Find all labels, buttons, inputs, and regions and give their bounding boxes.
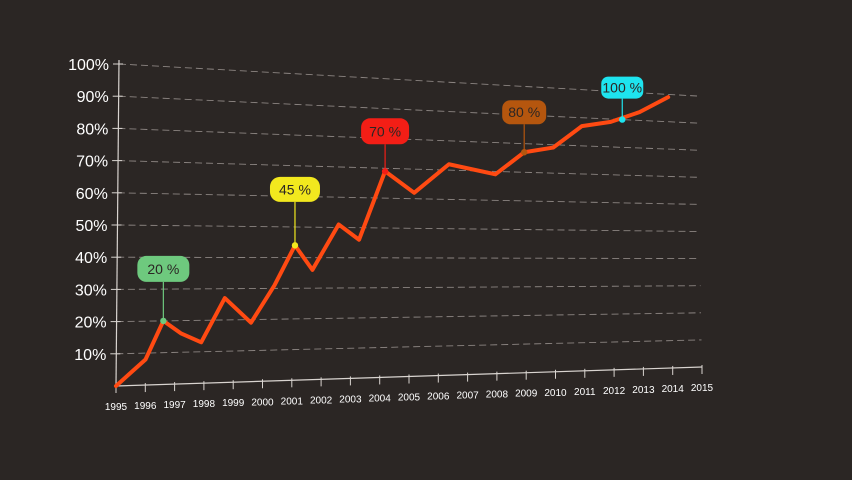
y-tick-label: 30% (75, 282, 107, 299)
y-tick-label: 10% (74, 347, 106, 364)
gridline (116, 285, 701, 290)
y-tick-labels: 10% 20% 30% 40% 50% 60% 70% 80% 90% 100% (68, 57, 109, 364)
callout-2: 45 % (269, 176, 320, 249)
callout-bubble (502, 100, 547, 125)
y-tick-label: 50% (75, 218, 107, 235)
x-tick-label: 1998 (193, 399, 216, 410)
gridline (117, 256, 701, 260)
x-tick-label: 2013 (632, 385, 655, 396)
gridline (118, 95, 698, 124)
x-tick-label: 2012 (603, 386, 626, 397)
x-tick-label: 2008 (486, 390, 509, 401)
x-tick-label: 2010 (544, 388, 567, 399)
x-tick-labels: 1995 1996 1997 1998 1999 2000 2001 2002 2003 2004… (105, 383, 714, 413)
axis-layer (110, 59, 703, 393)
callout-point (381, 168, 389, 175)
x-tick-label: 2009 (515, 389, 538, 400)
gridline (118, 160, 699, 178)
callout-point (520, 149, 528, 156)
grid-layer (116, 63, 702, 355)
gridline (118, 127, 699, 151)
callout-label: 45 % (279, 181, 311, 197)
gridline (118, 63, 698, 97)
y-axis (115, 59, 120, 387)
x-tick-label: 1995 (105, 402, 128, 413)
x-tick-label: 2014 (662, 384, 685, 395)
callout-3: 70 % (361, 118, 410, 175)
x-tick-label: 2005 (398, 393, 421, 404)
y-tick-label: 90% (77, 89, 109, 106)
x-tick-label: 2002 (310, 395, 333, 406)
callout-4: 80 % (502, 100, 547, 156)
callout-1: 20 % (137, 255, 190, 325)
y-tick-label: 80% (76, 121, 108, 138)
x-tick-label: 2006 (427, 392, 450, 403)
y-tick-label: 100% (68, 57, 109, 74)
x-tick-label: 2001 (281, 396, 304, 407)
x-tick-label: 1999 (222, 398, 245, 409)
gridline (116, 339, 702, 355)
callout-bubble (269, 176, 320, 202)
x-tick-label: 2003 (339, 394, 362, 405)
callout-label: 100 % (602, 80, 642, 96)
callout-point (291, 242, 299, 249)
x-tick-label: 1997 (163, 400, 186, 411)
callout-label: 20 % (147, 261, 179, 277)
callout-5: 100 % (601, 76, 644, 123)
series-layer (114, 95, 671, 388)
gridline (117, 192, 700, 205)
x-tick-label: 2004 (369, 393, 392, 404)
callout-point (619, 116, 626, 123)
callout-bubble (601, 76, 644, 99)
y-tick-label: 20% (75, 315, 107, 332)
x-tick-label: 2011 (574, 387, 596, 398)
series-line (114, 95, 671, 388)
callout-bubble (361, 118, 410, 145)
y-tick-label: 60% (76, 186, 108, 203)
x-tick-label: 1996 (134, 401, 157, 412)
gridline (117, 224, 700, 232)
y-tick-label: 40% (75, 250, 107, 267)
callout-label: 70 % (369, 123, 401, 139)
callout-point (160, 317, 167, 325)
callout-layer: 20 % 45 % 70 % 80 % 100 % (137, 76, 644, 325)
callout-bubble (137, 255, 190, 282)
x-tick-label: 2015 (691, 383, 714, 394)
gridline (116, 312, 702, 323)
x-tick-label: 2000 (251, 397, 274, 408)
callout-label: 80 % (508, 104, 540, 120)
x-tick-label: 2007 (456, 391, 479, 402)
y-tick-label: 70% (76, 154, 108, 171)
